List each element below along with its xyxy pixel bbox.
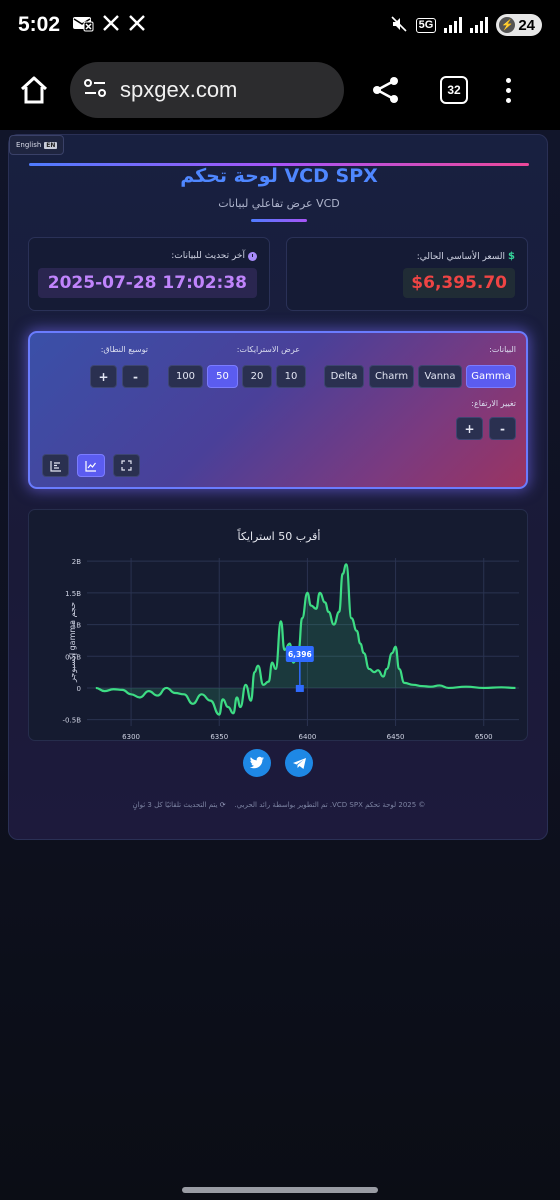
battery-saver-icon: ⚡ <box>499 17 516 33</box>
x-tick-label: 6300 <box>122 733 140 741</box>
language-label: English <box>16 141 42 149</box>
status-notification-icons <box>72 14 146 37</box>
height-decrease-button[interactable]: - <box>489 417 516 440</box>
strikes-option-50[interactable]: 50 <box>207 365 238 388</box>
dollar-icon: $ <box>508 251 515 262</box>
dashboard-card: English EN لوحة تحكم VCD SPX عرض تفاعلي … <box>8 134 548 840</box>
twitter-icon <box>249 756 264 769</box>
signal-icon <box>444 17 463 33</box>
envelope-x-icon <box>72 14 94 37</box>
clock-icon <box>248 251 257 261</box>
gamma-line <box>95 563 516 716</box>
y-tick-label: 1B <box>72 622 81 630</box>
data-option-gamma[interactable]: Gamma <box>466 365 516 388</box>
last-update-box: آخر تحديث للبيانات: 2025-07-28 17:02:38 <box>28 237 270 311</box>
data-option-charm[interactable]: Charm <box>369 365 414 388</box>
battery-indicator: ⚡ 24 <box>496 14 542 36</box>
header-divider <box>29 163 529 166</box>
range-label: توسيع النطاق: <box>100 345 148 354</box>
x-logo-icon <box>102 14 120 37</box>
tab-switcher-button[interactable]: 32 <box>440 76 468 104</box>
x-logo-icon <box>128 14 146 37</box>
price-value: $6,395.70 <box>403 268 515 298</box>
last-update-label: آخر تحديث للبيانات: <box>171 251 245 261</box>
title-underline <box>251 219 307 222</box>
more-menu-icon[interactable] <box>506 77 511 103</box>
mute-icon <box>390 15 408 36</box>
height-label: تغيير الارتفاع: <box>471 399 516 408</box>
spot-marker-base <box>295 684 304 692</box>
spot-marker-label: 6,396 <box>288 650 312 659</box>
x-tick-label: 6450 <box>387 733 405 741</box>
strikes-label: عرض الاسترايكات: <box>236 345 300 354</box>
y-axis-label: إكسبوجر gamma حجم <box>68 602 78 683</box>
strikes-option-100[interactable]: 100 <box>168 365 203 388</box>
last-update-value: 2025-07-28 17:02:38 <box>37 268 257 298</box>
strikes-option-10[interactable]: 10 <box>276 365 306 388</box>
y-tick-label: 2B <box>72 558 81 566</box>
spot-marker-badge <box>285 646 314 662</box>
gesture-nav-bar[interactable] <box>182 1187 378 1193</box>
strikes-option-20[interactable]: 20 <box>242 365 272 388</box>
x-tick-label: 6500 <box>475 733 493 741</box>
telegram-share-button[interactable] <box>285 749 313 777</box>
height-increase-button[interactable]: + <box>456 417 483 440</box>
address-bar[interactable]: spxgex.com <box>70 62 344 118</box>
network-type-badge: 5G <box>415 17 437 33</box>
data-type-label: البيانات: <box>489 345 516 354</box>
current-price-box: $ السعر الأساسي الحالي: $6,395.70 <box>286 237 528 311</box>
footer: © 2025 لوحة تحكم VCD SPX. تم التطوير بوا… <box>9 801 549 809</box>
web-page: English EN لوحة تحكم VCD SPX عرض تفاعلي … <box>0 130 560 1200</box>
data-option-vanna[interactable]: Vanna <box>418 365 462 388</box>
share-icon[interactable] <box>366 70 406 110</box>
status-bar: 5:02 5G ⚡ 24 <box>0 0 560 50</box>
twitter-share-button[interactable] <box>243 749 271 777</box>
line-chart-icon <box>85 460 96 472</box>
battery-level: 24 <box>518 16 535 34</box>
gamma-area <box>95 564 516 715</box>
home-icon[interactable] <box>14 70 54 110</box>
price-label: السعر الأساسي الحالي: <box>416 251 506 262</box>
x-tick-label: 6350 <box>210 733 228 741</box>
data-option-delta[interactable]: Delta <box>324 365 364 388</box>
language-toggle-button[interactable]: English EN <box>9 135 65 155</box>
telegram-icon <box>292 757 306 769</box>
signal-icon <box>470 17 489 33</box>
page-subtitle: عرض تفاعلي لبيانات VCD <box>218 197 340 210</box>
bar-chart-view-button[interactable] <box>42 454 69 477</box>
flag-icon: EN <box>44 141 58 149</box>
gamma-exposure-chart[interactable]: -0.5B 0 0.5B 1B 1.5B 2B 6300 6350 6400 6450 6500 إك… <box>29 510 529 742</box>
footer-copyright: © 2025 لوحة تحكم VCD SPX. تم التطوير بوا… <box>234 801 426 809</box>
y-tick-label: 1.5B <box>65 590 81 598</box>
range-increase-button[interactable]: + <box>90 365 117 388</box>
y-tick-label: 0 <box>77 685 81 693</box>
controls-panel: البيانات: Gamma Vanna Charm Delta عرض ال… <box>28 331 528 489</box>
chart-title: أقرب 50 استرايكاً <box>237 530 321 543</box>
range-decrease-button[interactable]: - <box>122 365 149 388</box>
y-tick-label: 0.5B <box>65 653 81 661</box>
site-settings-icon[interactable] <box>84 78 106 102</box>
refresh-icon: ⟳ <box>219 801 226 809</box>
y-tick-label: -0.5B <box>63 717 82 725</box>
status-time: 5:02 <box>18 13 61 36</box>
x-tick-label: 6400 <box>298 733 316 741</box>
line-chart-view-button[interactable] <box>77 454 105 477</box>
fullscreen-icon <box>121 460 132 471</box>
url-text: spxgex.com <box>120 77 238 102</box>
fullscreen-button[interactable] <box>113 454 140 477</box>
footer-refresh-note: يتم التحديث تلقائيًا كل 3 ثوانٍ <box>132 801 218 809</box>
gamma-chart-card: أقرب 50 استرايكاً -0.5B 0 0.5B 1B 1.5B 2B 6300… <box>28 509 528 741</box>
bar-chart-icon <box>49 460 61 472</box>
browser-toolbar: spxgex.com 32 <box>0 50 560 130</box>
page-title: لوحة تحكم VCD SPX <box>180 165 378 187</box>
